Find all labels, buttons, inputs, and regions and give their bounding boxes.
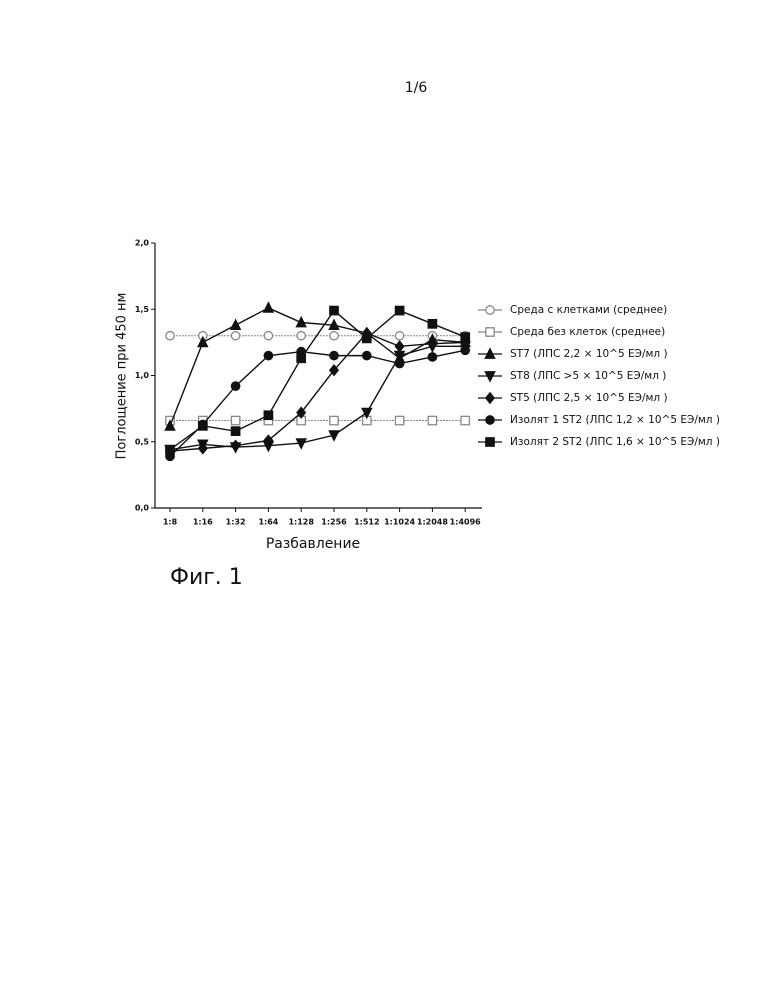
marker xyxy=(231,382,239,390)
legend-marker xyxy=(486,416,494,424)
legend-marker xyxy=(486,328,494,336)
marker xyxy=(264,332,272,340)
series-line xyxy=(170,350,465,456)
marker xyxy=(297,317,306,326)
series-line xyxy=(170,333,465,451)
legend-marker xyxy=(486,393,494,403)
marker xyxy=(428,353,436,361)
marker xyxy=(461,346,469,354)
y-tick-label: 2,0 xyxy=(135,239,150,248)
y-tick-label: 1,5 xyxy=(135,305,150,314)
marker xyxy=(428,320,436,328)
x-tick-label: 1:64 xyxy=(258,518,278,527)
marker xyxy=(330,332,338,340)
legend-label: Среда с клетками (среднее) xyxy=(510,304,667,316)
marker xyxy=(297,354,305,362)
marker xyxy=(330,416,338,424)
y-tick-label: 1,0 xyxy=(135,371,150,380)
marker xyxy=(199,422,207,430)
y-axis-label: Поглощение при 450 нм xyxy=(115,293,130,460)
page-number: 1/6 xyxy=(405,80,428,96)
series-line xyxy=(170,346,465,449)
marker xyxy=(363,334,371,342)
x-tick-label: 1:256 xyxy=(321,518,347,527)
marker xyxy=(231,416,239,424)
legend-label: ST8 (ЛПС >5 × 10^5 ЕЭ/мл ) xyxy=(510,370,666,382)
figure-label: Фиг. 1 xyxy=(170,565,243,590)
x-tick-label: 1:16 xyxy=(193,518,213,527)
marker xyxy=(330,306,338,314)
marker xyxy=(166,332,174,340)
marker xyxy=(428,416,436,424)
marker xyxy=(231,427,239,435)
marker xyxy=(461,416,469,424)
marker xyxy=(395,416,403,424)
legend-label: Среда без клеток (среднее) xyxy=(510,326,665,338)
x-tick-label: 1:512 xyxy=(354,518,379,527)
series-line xyxy=(170,311,465,450)
series-line xyxy=(170,308,465,426)
marker xyxy=(395,359,403,367)
legend-marker xyxy=(486,306,494,314)
marker xyxy=(166,446,174,454)
legend-label: Изолят 1 ST2 (ЛПС 1,2 × 10^5 ЕЭ/мл ) xyxy=(510,414,720,426)
x-axis-label: Разбавление xyxy=(266,536,360,552)
page: 1/6 Фиг. 1 Разбавление Поглощение при 45… xyxy=(0,0,780,1006)
x-tick-label: 1:128 xyxy=(288,518,314,527)
legend-label: ST5 (ЛПС 2,5 × 10^5 ЕЭ/мл ) xyxy=(510,392,668,404)
marker xyxy=(231,332,239,340)
x-tick-label: 1:4096 xyxy=(450,518,481,527)
marker xyxy=(297,332,305,340)
marker xyxy=(264,303,273,312)
marker xyxy=(395,332,403,340)
marker xyxy=(395,306,403,314)
marker xyxy=(395,341,403,351)
marker xyxy=(363,351,371,359)
marker xyxy=(264,351,272,359)
y-tick-label: 0,5 xyxy=(135,437,150,446)
x-tick-label: 1:8 xyxy=(163,518,178,527)
legend-label: ST7 (ЛПС 2,2 × 10^5 ЕЭ/мл ) xyxy=(510,348,668,360)
marker xyxy=(330,351,338,359)
marker xyxy=(231,320,240,329)
legend-marker xyxy=(486,438,494,446)
x-tick-label: 1:32 xyxy=(226,518,246,527)
marker xyxy=(231,441,239,451)
y-tick-label: 0,0 xyxy=(135,504,150,513)
marker xyxy=(264,411,272,419)
legend-label: Изолят 2 ST2 (ЛПС 1,6 × 10^5 ЕЭ/мл ) xyxy=(510,436,720,448)
x-tick-label: 1:1024 xyxy=(384,518,415,527)
x-tick-label: 1:2048 xyxy=(417,518,448,527)
marker xyxy=(461,333,469,341)
